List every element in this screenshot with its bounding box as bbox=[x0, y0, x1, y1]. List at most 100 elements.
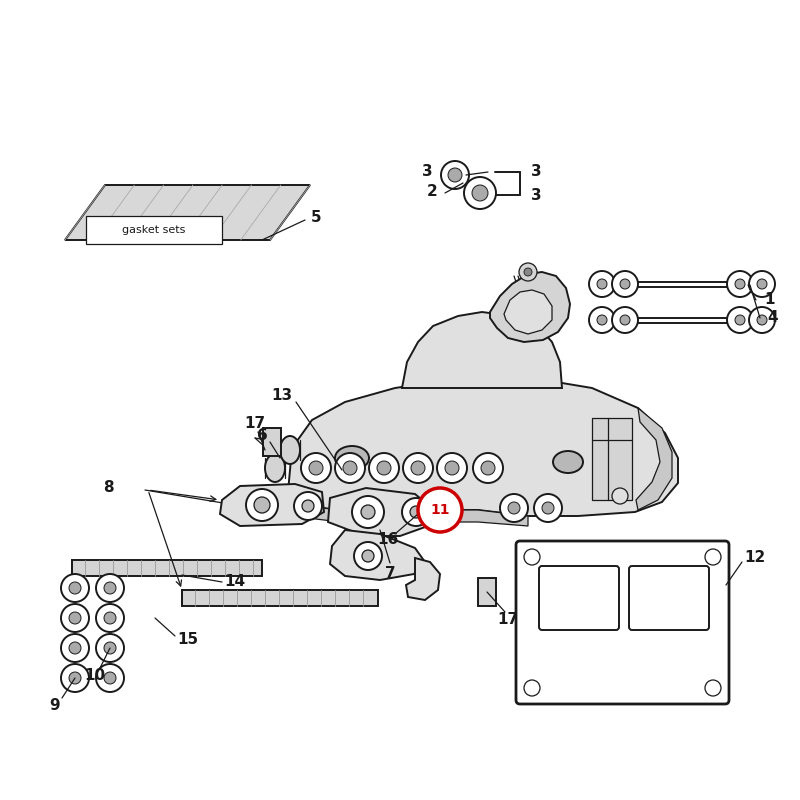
Text: 17: 17 bbox=[245, 417, 266, 431]
Circle shape bbox=[597, 315, 607, 325]
Polygon shape bbox=[420, 514, 440, 524]
Circle shape bbox=[69, 642, 81, 654]
Text: 3: 3 bbox=[530, 189, 542, 203]
Circle shape bbox=[61, 574, 89, 602]
Ellipse shape bbox=[280, 436, 300, 464]
Circle shape bbox=[735, 279, 745, 289]
Circle shape bbox=[757, 279, 767, 289]
Circle shape bbox=[410, 506, 422, 518]
Circle shape bbox=[448, 168, 462, 182]
Circle shape bbox=[473, 453, 503, 483]
Circle shape bbox=[309, 461, 323, 475]
Circle shape bbox=[61, 604, 89, 632]
Circle shape bbox=[589, 307, 615, 333]
Text: 2: 2 bbox=[426, 185, 438, 199]
Circle shape bbox=[418, 488, 462, 532]
Ellipse shape bbox=[335, 446, 369, 470]
Circle shape bbox=[61, 634, 89, 662]
Circle shape bbox=[301, 453, 331, 483]
Ellipse shape bbox=[265, 454, 285, 482]
Text: 4: 4 bbox=[768, 310, 778, 326]
Circle shape bbox=[508, 502, 520, 514]
Circle shape bbox=[612, 488, 628, 504]
Circle shape bbox=[727, 271, 753, 297]
Circle shape bbox=[104, 612, 116, 624]
Circle shape bbox=[294, 492, 322, 520]
Circle shape bbox=[735, 315, 745, 325]
Text: 6: 6 bbox=[257, 427, 267, 442]
Circle shape bbox=[96, 574, 124, 602]
Circle shape bbox=[104, 672, 116, 684]
Circle shape bbox=[69, 582, 81, 594]
Circle shape bbox=[441, 161, 469, 189]
Circle shape bbox=[246, 489, 278, 521]
Circle shape bbox=[96, 664, 124, 692]
Text: 7: 7 bbox=[385, 566, 395, 582]
Circle shape bbox=[534, 494, 562, 522]
Circle shape bbox=[445, 461, 459, 475]
Circle shape bbox=[727, 307, 753, 333]
Circle shape bbox=[352, 496, 384, 528]
Text: 16: 16 bbox=[378, 533, 398, 547]
Circle shape bbox=[437, 453, 467, 483]
Bar bbox=[263, 428, 281, 456]
Polygon shape bbox=[305, 506, 528, 526]
Text: 8: 8 bbox=[102, 481, 114, 495]
Circle shape bbox=[403, 453, 433, 483]
Circle shape bbox=[464, 177, 496, 209]
Circle shape bbox=[96, 604, 124, 632]
Circle shape bbox=[354, 542, 382, 570]
Polygon shape bbox=[288, 378, 678, 516]
Polygon shape bbox=[220, 484, 324, 526]
Circle shape bbox=[343, 461, 357, 475]
Polygon shape bbox=[330, 530, 425, 580]
FancyBboxPatch shape bbox=[86, 216, 222, 244]
Text: gasket sets: gasket sets bbox=[122, 225, 186, 235]
Circle shape bbox=[69, 672, 81, 684]
Circle shape bbox=[104, 642, 116, 654]
Text: 1: 1 bbox=[765, 293, 775, 307]
Text: 3: 3 bbox=[422, 165, 432, 179]
Polygon shape bbox=[504, 290, 552, 334]
Circle shape bbox=[472, 185, 488, 201]
Circle shape bbox=[61, 664, 89, 692]
Circle shape bbox=[500, 494, 528, 522]
Circle shape bbox=[69, 612, 81, 624]
Circle shape bbox=[377, 461, 391, 475]
Circle shape bbox=[524, 268, 532, 276]
Text: 9: 9 bbox=[50, 698, 60, 714]
Polygon shape bbox=[490, 272, 570, 342]
Circle shape bbox=[612, 271, 638, 297]
Polygon shape bbox=[65, 185, 310, 240]
Circle shape bbox=[104, 582, 116, 594]
Polygon shape bbox=[406, 558, 440, 600]
Text: 17: 17 bbox=[498, 613, 518, 627]
Polygon shape bbox=[592, 418, 632, 500]
Circle shape bbox=[597, 279, 607, 289]
Circle shape bbox=[519, 263, 537, 281]
Polygon shape bbox=[636, 408, 672, 510]
Circle shape bbox=[402, 498, 430, 526]
Text: 5: 5 bbox=[310, 210, 322, 226]
Ellipse shape bbox=[553, 451, 583, 473]
Circle shape bbox=[620, 315, 630, 325]
Circle shape bbox=[749, 307, 775, 333]
Circle shape bbox=[749, 271, 775, 297]
Circle shape bbox=[589, 271, 615, 297]
Polygon shape bbox=[182, 590, 378, 606]
Circle shape bbox=[411, 461, 425, 475]
Circle shape bbox=[612, 307, 638, 333]
Circle shape bbox=[362, 550, 374, 562]
Circle shape bbox=[254, 497, 270, 513]
Circle shape bbox=[481, 461, 495, 475]
Text: 12: 12 bbox=[744, 550, 766, 566]
Text: 10: 10 bbox=[85, 667, 106, 682]
Bar bbox=[478, 578, 496, 606]
Text: 11: 11 bbox=[430, 503, 450, 517]
Circle shape bbox=[757, 315, 767, 325]
Circle shape bbox=[302, 500, 314, 512]
Circle shape bbox=[620, 279, 630, 289]
Circle shape bbox=[369, 453, 399, 483]
Circle shape bbox=[335, 453, 365, 483]
Text: 3: 3 bbox=[530, 165, 542, 179]
